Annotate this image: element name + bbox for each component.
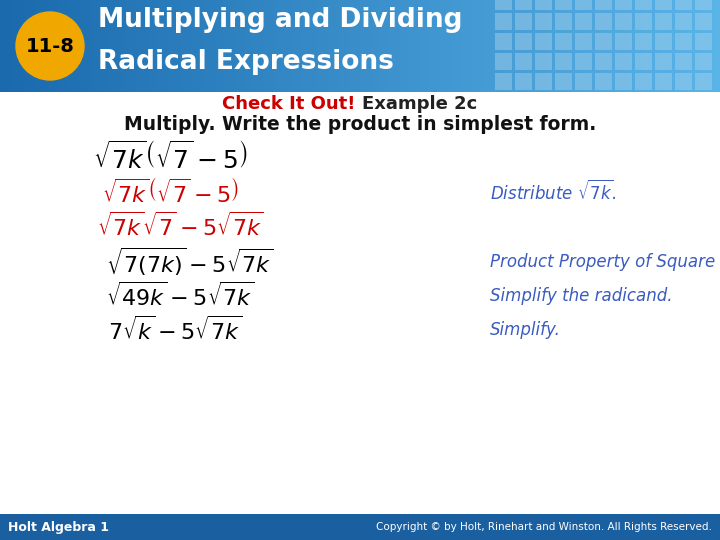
Text: Multiplying and Dividing: Multiplying and Dividing bbox=[98, 7, 462, 33]
FancyBboxPatch shape bbox=[515, 0, 532, 10]
FancyBboxPatch shape bbox=[495, 13, 512, 30]
FancyBboxPatch shape bbox=[635, 0, 652, 10]
FancyBboxPatch shape bbox=[595, 33, 612, 50]
FancyBboxPatch shape bbox=[635, 13, 652, 30]
FancyBboxPatch shape bbox=[595, 13, 612, 30]
FancyBboxPatch shape bbox=[535, 53, 552, 70]
FancyBboxPatch shape bbox=[635, 53, 652, 70]
FancyBboxPatch shape bbox=[515, 13, 532, 30]
FancyBboxPatch shape bbox=[495, 53, 512, 70]
FancyBboxPatch shape bbox=[675, 33, 692, 50]
Text: $\sqrt{7k}\left(\sqrt{7}-5\right)$: $\sqrt{7k}\left(\sqrt{7}-5\right)$ bbox=[102, 178, 238, 207]
FancyBboxPatch shape bbox=[555, 33, 572, 50]
Text: Simplify.: Simplify. bbox=[490, 321, 561, 339]
FancyBboxPatch shape bbox=[495, 33, 512, 50]
Text: Distribute $\sqrt{7k}$.: Distribute $\sqrt{7k}$. bbox=[490, 180, 617, 204]
FancyBboxPatch shape bbox=[575, 73, 592, 90]
FancyBboxPatch shape bbox=[615, 53, 632, 70]
FancyBboxPatch shape bbox=[655, 33, 672, 50]
FancyBboxPatch shape bbox=[655, 13, 672, 30]
FancyBboxPatch shape bbox=[675, 0, 692, 10]
Text: Holt Algebra 1: Holt Algebra 1 bbox=[8, 521, 109, 534]
FancyBboxPatch shape bbox=[675, 13, 692, 30]
Text: Copyright © by Holt, Rinehart and Winston. All Rights Reserved.: Copyright © by Holt, Rinehart and Winsto… bbox=[376, 522, 712, 532]
FancyBboxPatch shape bbox=[575, 0, 592, 10]
FancyBboxPatch shape bbox=[615, 73, 632, 90]
FancyBboxPatch shape bbox=[675, 73, 692, 90]
FancyBboxPatch shape bbox=[615, 13, 632, 30]
FancyBboxPatch shape bbox=[695, 0, 712, 10]
FancyBboxPatch shape bbox=[695, 13, 712, 30]
FancyBboxPatch shape bbox=[595, 0, 612, 10]
FancyBboxPatch shape bbox=[555, 53, 572, 70]
Text: Radical Expressions: Radical Expressions bbox=[98, 49, 394, 75]
FancyBboxPatch shape bbox=[515, 53, 532, 70]
FancyBboxPatch shape bbox=[555, 73, 572, 90]
FancyBboxPatch shape bbox=[535, 0, 552, 10]
FancyBboxPatch shape bbox=[575, 13, 592, 30]
FancyBboxPatch shape bbox=[555, 13, 572, 30]
FancyBboxPatch shape bbox=[535, 13, 552, 30]
Text: 11-8: 11-8 bbox=[26, 37, 74, 56]
Text: $7\sqrt{k}-5\sqrt{7k}$: $7\sqrt{k}-5\sqrt{7k}$ bbox=[108, 316, 242, 344]
FancyBboxPatch shape bbox=[535, 73, 552, 90]
FancyBboxPatch shape bbox=[595, 53, 612, 70]
FancyBboxPatch shape bbox=[515, 73, 532, 90]
Circle shape bbox=[16, 12, 84, 80]
FancyBboxPatch shape bbox=[635, 73, 652, 90]
FancyBboxPatch shape bbox=[695, 53, 712, 70]
FancyBboxPatch shape bbox=[495, 73, 512, 90]
FancyBboxPatch shape bbox=[555, 0, 572, 10]
Text: Check It Out!: Check It Out! bbox=[222, 95, 355, 113]
Text: Example 2c: Example 2c bbox=[362, 95, 477, 113]
FancyBboxPatch shape bbox=[655, 0, 672, 10]
Text: Product Property of Square Roots.: Product Property of Square Roots. bbox=[490, 253, 720, 271]
Text: Simplify the radicand.: Simplify the radicand. bbox=[490, 287, 672, 305]
FancyBboxPatch shape bbox=[615, 0, 632, 10]
FancyBboxPatch shape bbox=[695, 33, 712, 50]
Text: $\sqrt{7(7k)}-5\sqrt{7k}$: $\sqrt{7(7k)}-5\sqrt{7k}$ bbox=[107, 246, 274, 278]
FancyBboxPatch shape bbox=[655, 73, 672, 90]
FancyBboxPatch shape bbox=[635, 33, 652, 50]
FancyBboxPatch shape bbox=[595, 73, 612, 90]
Text: $\sqrt{7k}\sqrt{7}-5\sqrt{7k}$: $\sqrt{7k}\sqrt{7}-5\sqrt{7k}$ bbox=[96, 212, 264, 240]
Text: Multiply. Write the product in simplest form.: Multiply. Write the product in simplest … bbox=[124, 116, 596, 134]
FancyBboxPatch shape bbox=[695, 73, 712, 90]
FancyBboxPatch shape bbox=[535, 33, 552, 50]
Text: $\sqrt{7k}\left(\sqrt{7}-5\right)$: $\sqrt{7k}\left(\sqrt{7}-5\right)$ bbox=[93, 141, 248, 174]
FancyBboxPatch shape bbox=[675, 53, 692, 70]
Text: $\sqrt{49k}-5\sqrt{7k}$: $\sqrt{49k}-5\sqrt{7k}$ bbox=[106, 282, 254, 310]
FancyBboxPatch shape bbox=[575, 33, 592, 50]
FancyBboxPatch shape bbox=[495, 0, 512, 10]
FancyBboxPatch shape bbox=[575, 53, 592, 70]
FancyBboxPatch shape bbox=[615, 33, 632, 50]
FancyBboxPatch shape bbox=[0, 514, 720, 540]
FancyBboxPatch shape bbox=[515, 33, 532, 50]
FancyBboxPatch shape bbox=[655, 53, 672, 70]
